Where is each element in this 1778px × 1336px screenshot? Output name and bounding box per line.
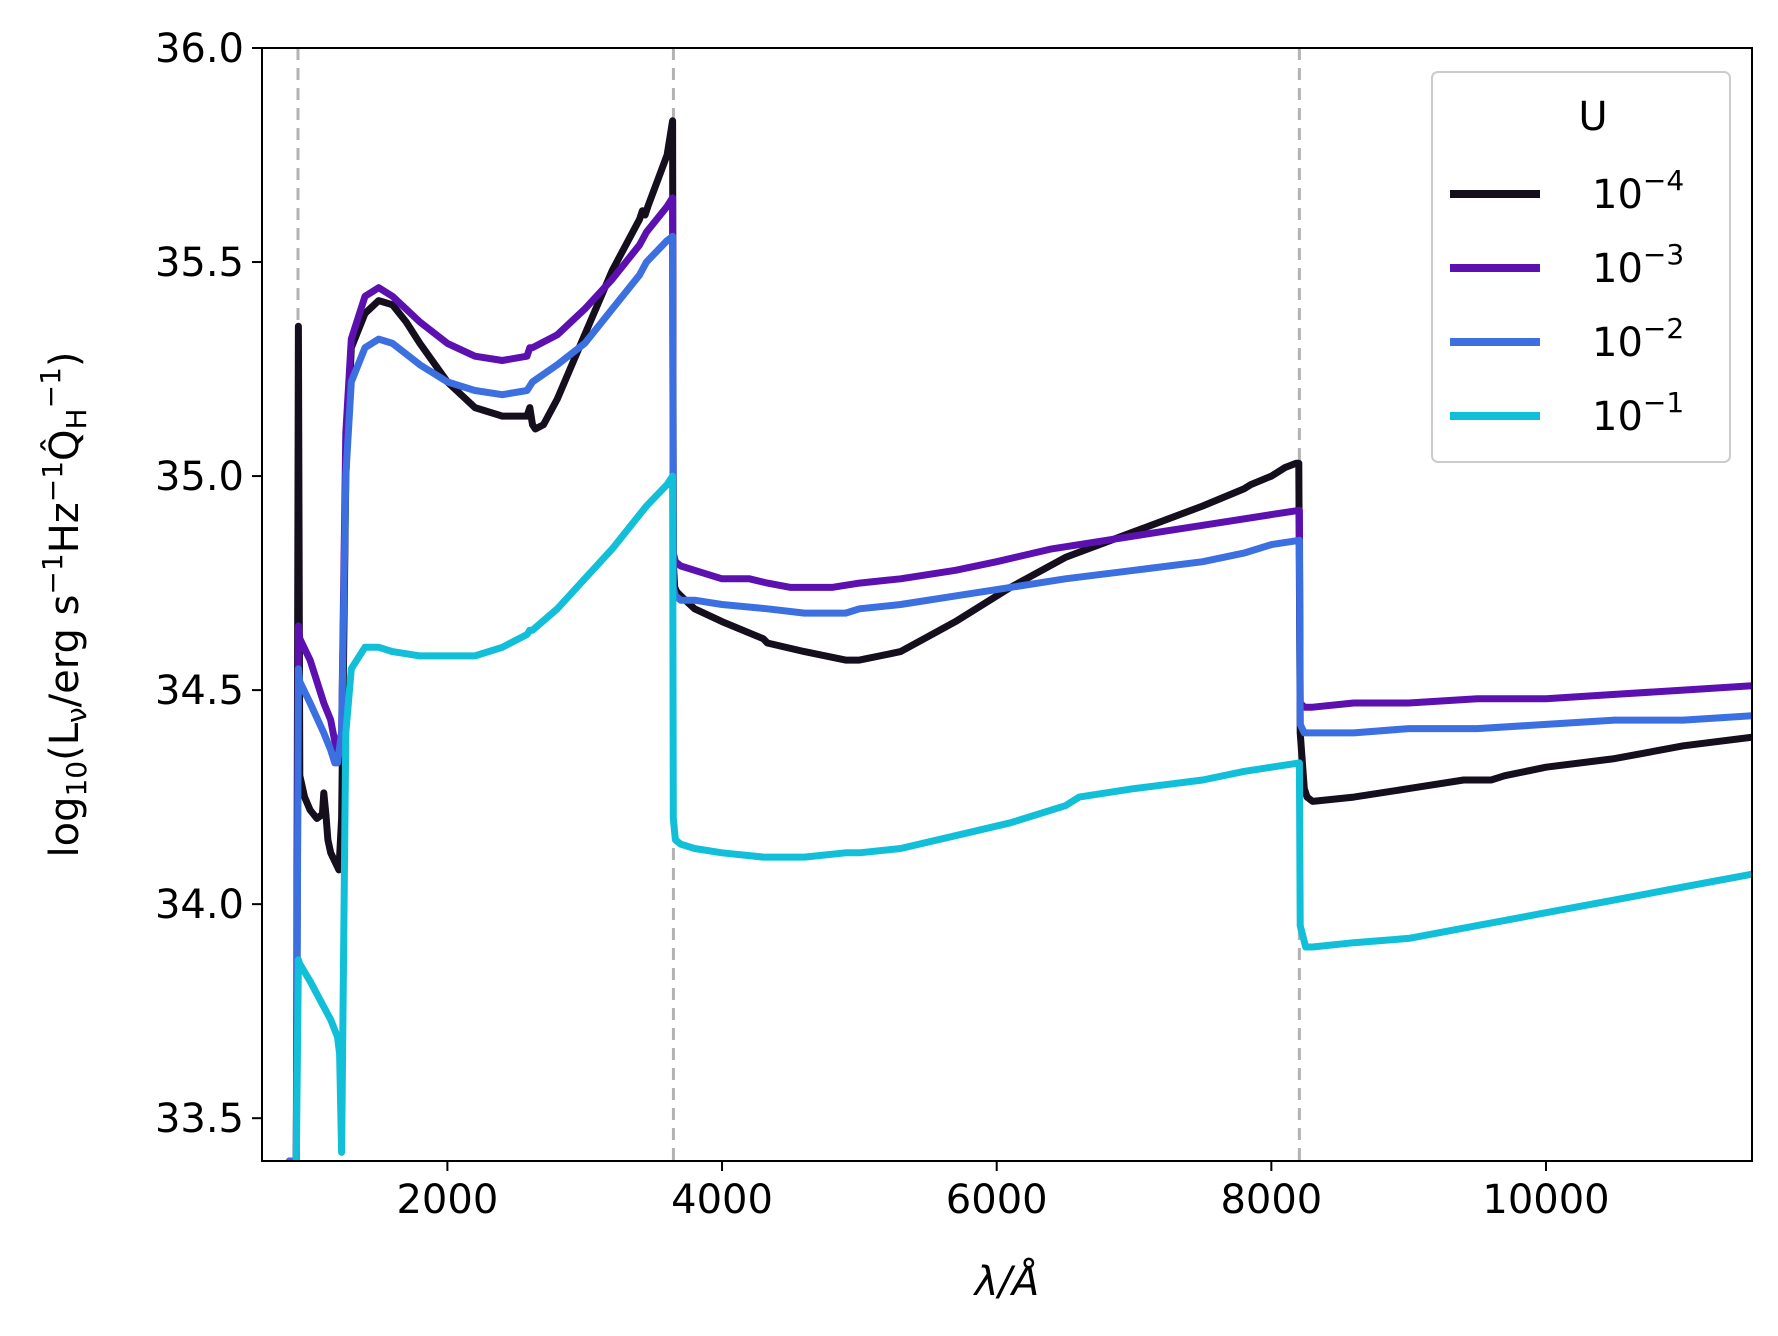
ylabel-body: /erg s: [42, 595, 88, 708]
series-line-3: [292, 472, 1752, 1161]
legend-box: [1431, 71, 1731, 463]
y-tick-label: 36.0: [155, 26, 244, 72]
x-axis: 2000 4000 6000 8000 10000: [396, 1161, 1610, 1223]
ylabel-close: ): [42, 351, 88, 367]
series-line-2: [286, 232, 1752, 1161]
x-tick-label: 2000: [396, 1177, 498, 1223]
y-tick-label: 34.5: [155, 668, 244, 714]
y-tick-label: 33.5: [155, 1096, 244, 1142]
x-tick-label: 4000: [671, 1177, 773, 1223]
x-axis-label: λ/Å: [973, 1257, 1040, 1305]
legend-label-0: 10−4: [1592, 164, 1684, 218]
series-lines: [286, 117, 1752, 1161]
legend-label-1: 10−3: [1592, 238, 1684, 292]
plot-frame: [261, 47, 1753, 1162]
ylabel-hz: Hz: [42, 502, 88, 553]
x-tick-label: 8000: [1220, 1177, 1322, 1223]
ylabel-open: (L: [42, 722, 88, 761]
x-tick-label: 6000: [946, 1177, 1048, 1223]
y-tick-label: 34.0: [155, 882, 244, 928]
ylabel-exp1: −1: [36, 553, 69, 594]
y-axis: 33.5 34.0 34.5 35.0 35.5 36.0: [155, 26, 262, 1142]
ylabel-nu: ν: [60, 707, 93, 723]
y-tick-label: 35.5: [155, 240, 244, 286]
legend-label-2: 10−2: [1592, 312, 1684, 366]
legend: U 10−4 10−3 10−2 10−1: [1431, 71, 1731, 463]
ylabel-exp3: −1: [34, 367, 67, 408]
ylabel-log: log: [42, 797, 88, 858]
ylabel-sub10: 10: [60, 761, 93, 797]
x-tick-label: 10000: [1482, 1177, 1609, 1223]
ylabel-qsub: H: [60, 408, 93, 429]
y-tick-label: 35.0: [155, 454, 244, 500]
ylabel-exp2: −1: [36, 461, 69, 502]
legend-title: U: [1578, 94, 1607, 140]
y-axis-label: log10(Lν/erg s−1Hz−1Q̂H−1): [34, 351, 93, 857]
legend-label-3: 10−1: [1592, 386, 1684, 440]
legend-entries: 10−4 10−3 10−2 10−1: [1450, 164, 1684, 440]
ylabel-q: Q̂: [40, 429, 88, 460]
